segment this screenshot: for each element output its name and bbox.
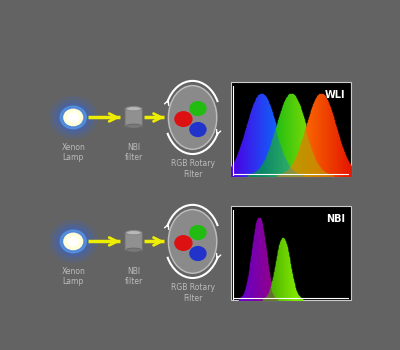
FancyBboxPatch shape	[125, 232, 142, 251]
Circle shape	[57, 104, 89, 132]
Circle shape	[60, 230, 86, 253]
Ellipse shape	[126, 248, 142, 252]
Text: NBI
filter: NBI filter	[124, 267, 143, 286]
Text: WLI: WLI	[324, 90, 345, 100]
Circle shape	[189, 225, 207, 240]
Ellipse shape	[126, 107, 142, 111]
FancyBboxPatch shape	[125, 108, 142, 127]
Text: RGB Rotary
Filter: RGB Rotary Filter	[170, 159, 214, 178]
Circle shape	[54, 100, 93, 135]
Ellipse shape	[168, 86, 217, 149]
Circle shape	[49, 97, 97, 138]
Circle shape	[68, 113, 78, 122]
Circle shape	[57, 228, 89, 256]
Circle shape	[189, 246, 207, 261]
Circle shape	[189, 122, 207, 137]
Circle shape	[64, 109, 83, 126]
Text: NBI
filter: NBI filter	[124, 143, 143, 162]
Circle shape	[60, 106, 86, 129]
Text: Xenon
Lamp: Xenon Lamp	[61, 267, 85, 286]
Circle shape	[54, 224, 93, 259]
FancyBboxPatch shape	[231, 205, 351, 300]
Circle shape	[189, 101, 207, 116]
Circle shape	[64, 233, 83, 250]
Ellipse shape	[168, 210, 217, 273]
Circle shape	[49, 221, 97, 262]
Ellipse shape	[126, 124, 142, 128]
Ellipse shape	[126, 231, 142, 235]
Text: Xenon
Lamp: Xenon Lamp	[61, 143, 85, 162]
FancyBboxPatch shape	[231, 82, 351, 176]
Text: RGB Rotary
Filter: RGB Rotary Filter	[170, 283, 214, 303]
Text: NBI: NBI	[326, 214, 345, 224]
Circle shape	[174, 111, 193, 127]
Circle shape	[174, 235, 193, 251]
Circle shape	[68, 237, 78, 246]
